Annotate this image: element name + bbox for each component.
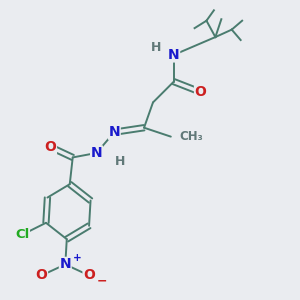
Text: O: O xyxy=(195,85,206,99)
Text: +: + xyxy=(73,253,82,263)
Text: Cl: Cl xyxy=(15,228,29,241)
Text: H: H xyxy=(115,155,125,168)
Text: O: O xyxy=(83,268,95,282)
Text: O: O xyxy=(44,140,56,154)
Text: H: H xyxy=(151,41,161,54)
Text: N: N xyxy=(59,257,71,272)
Text: N: N xyxy=(109,125,120,139)
Text: O: O xyxy=(36,268,47,282)
Text: N: N xyxy=(91,146,102,160)
Text: CH₃: CH₃ xyxy=(180,130,203,143)
Text: −: − xyxy=(96,274,107,287)
Text: N: N xyxy=(168,48,180,62)
